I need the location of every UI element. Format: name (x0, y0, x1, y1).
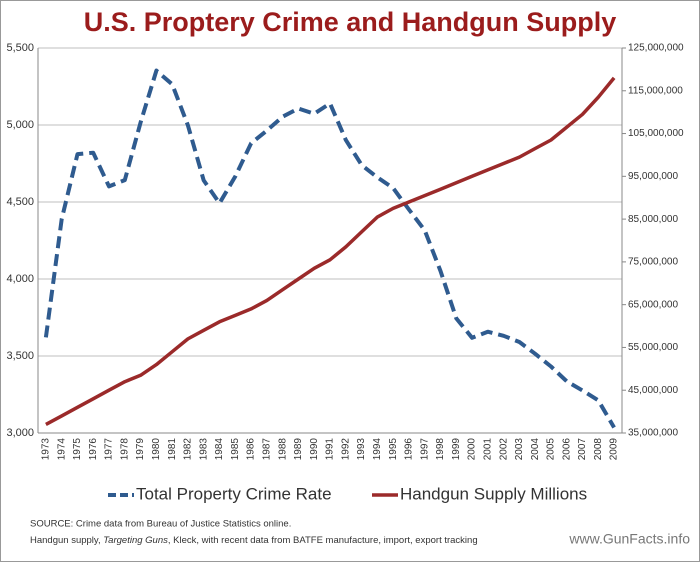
source-text: Targeting Guns (103, 535, 168, 546)
x-tick-label: 1989 (293, 438, 304, 461)
x-tick-label: 1975 (72, 438, 83, 461)
x-tick-label: 1981 (167, 438, 178, 461)
source-text: Handgun supply, (30, 535, 103, 546)
y2-tick-label: 85,000,000 (628, 214, 678, 225)
x-tick-label: 1990 (309, 438, 320, 461)
x-tick-label: 1994 (372, 438, 383, 461)
chart-title: U.S. Proptery Crime and Handgun Supply (84, 7, 617, 37)
x-tick-label: 2004 (530, 438, 541, 461)
y-tick-label: 4,000 (6, 273, 34, 285)
y2-tick-label: 35,000,000 (628, 428, 678, 439)
x-tick-label: 1979 (135, 438, 146, 461)
y-tick-label: 3,500 (6, 350, 34, 362)
legend-label: Handgun Supply Millions (400, 484, 587, 503)
y-tick-label: 5,500 (6, 42, 34, 54)
y2-tick-label: 105,000,000 (628, 128, 684, 139)
x-tick-label: 2007 (577, 438, 588, 461)
x-tick-label: 1999 (451, 438, 462, 461)
x-tick-label: 2002 (498, 438, 509, 461)
x-tick-label: 1982 (183, 438, 194, 461)
x-tick-label: 1984 (214, 438, 225, 461)
x-tick-label: 1983 (198, 438, 209, 461)
y2-tick-label: 45,000,000 (628, 385, 678, 396)
watermark: www.GunFacts.info (568, 531, 690, 547)
x-tick-label: 2009 (609, 438, 620, 461)
y-tick-label: 4,500 (6, 196, 34, 208)
x-tick-label: 2001 (482, 438, 493, 461)
y2-tick-label: 75,000,000 (628, 257, 678, 268)
y-tick-label: 3,000 (6, 427, 34, 439)
x-tick-label: 1992 (340, 438, 351, 461)
series-line (43, 68, 616, 429)
x-tick-label: 1996 (404, 438, 415, 461)
x-tick-label: 1973 (41, 438, 52, 461)
x-tick-label: 1987 (262, 438, 273, 461)
x-tick-label: 1974 (56, 438, 67, 461)
x-tick-label: 1988 (277, 438, 288, 461)
x-tick-label: 1985 (230, 438, 241, 461)
y2-tick-label: 115,000,000 (628, 85, 683, 96)
x-tick-label: 1980 (151, 438, 162, 461)
x-tick-label: 1995 (388, 438, 399, 461)
series-line (45, 76, 616, 426)
y2-tick-label: 55,000,000 (628, 342, 678, 353)
x-tick-label: 1991 (325, 438, 336, 461)
x-tick-label: 2008 (593, 438, 604, 461)
y2-tick-label: 125,000,000 (628, 43, 684, 54)
y2-tick-label: 65,000,000 (628, 299, 678, 310)
x-tick-label: 2003 (514, 438, 525, 461)
x-tick-label: 2005 (546, 438, 557, 461)
x-tick-label: 2000 (467, 438, 478, 461)
x-tick-label: 1998 (435, 438, 446, 461)
x-tick-label: 1977 (104, 438, 115, 461)
x-tick-label: 2006 (561, 438, 572, 461)
y-tick-label: 5,000 (6, 119, 34, 131)
source-line: SOURCE: Crime data from Bureau of Justic… (30, 519, 291, 530)
source-text: , Kleck, with recent data from BATFE man… (168, 535, 478, 546)
x-tick-label: 1993 (356, 438, 367, 461)
y2-tick-label: 95,000,000 (628, 171, 678, 182)
x-tick-label: 1997 (419, 438, 430, 461)
x-tick-label: 1976 (88, 438, 99, 461)
x-tick-label: 1986 (246, 438, 257, 461)
source-line: Handgun supply, Targeting Guns, Kleck, w… (30, 535, 478, 546)
legend-label: Total Property Crime Rate (136, 484, 332, 503)
x-tick-label: 1978 (119, 438, 130, 461)
